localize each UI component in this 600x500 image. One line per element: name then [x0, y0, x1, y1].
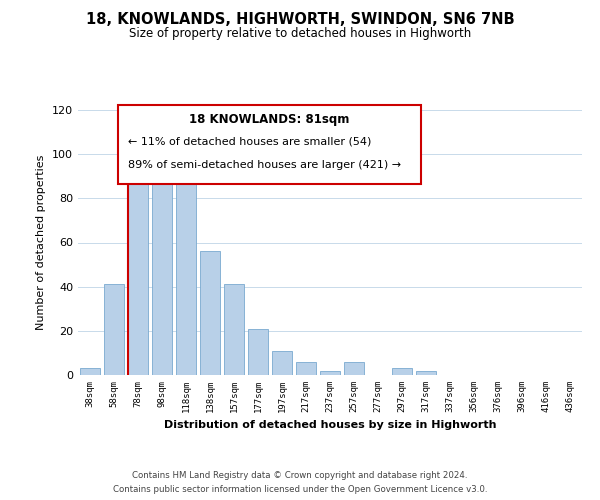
Bar	[224, 284, 244, 375]
Text: Contains HM Land Registry data © Crown copyright and database right 2024.
Contai: Contains HM Land Registry data © Crown c…	[113, 472, 487, 494]
Text: Size of property relative to detached houses in Highworth: Size of property relative to detached ho…	[129, 28, 471, 40]
Bar	[128, 154, 148, 375]
Bar	[296, 362, 316, 375]
Text: 89% of semi-detached houses are larger (421) →: 89% of semi-detached houses are larger (…	[128, 160, 401, 170]
Bar	[272, 350, 292, 375]
Text: 18, KNOWLANDS, HIGHWORTH, SWINDON, SN6 7NB: 18, KNOWLANDS, HIGHWORTH, SWINDON, SN6 7…	[86, 12, 514, 28]
Bar	[104, 284, 124, 375]
Bar	[248, 328, 268, 375]
Y-axis label: Number of detached properties: Number of detached properties	[37, 155, 46, 330]
Text: 18 KNOWLANDS: 81sqm: 18 KNOWLANDS: 81sqm	[190, 112, 350, 126]
Bar	[344, 362, 364, 375]
Bar	[176, 183, 196, 375]
Bar	[416, 370, 436, 375]
Bar	[392, 368, 412, 375]
FancyBboxPatch shape	[118, 104, 421, 184]
Bar	[80, 368, 100, 375]
X-axis label: Distribution of detached houses by size in Highworth: Distribution of detached houses by size …	[164, 420, 496, 430]
Bar	[200, 252, 220, 375]
Bar	[320, 370, 340, 375]
Bar	[152, 163, 172, 375]
Text: ← 11% of detached houses are smaller (54): ← 11% of detached houses are smaller (54…	[128, 136, 372, 146]
